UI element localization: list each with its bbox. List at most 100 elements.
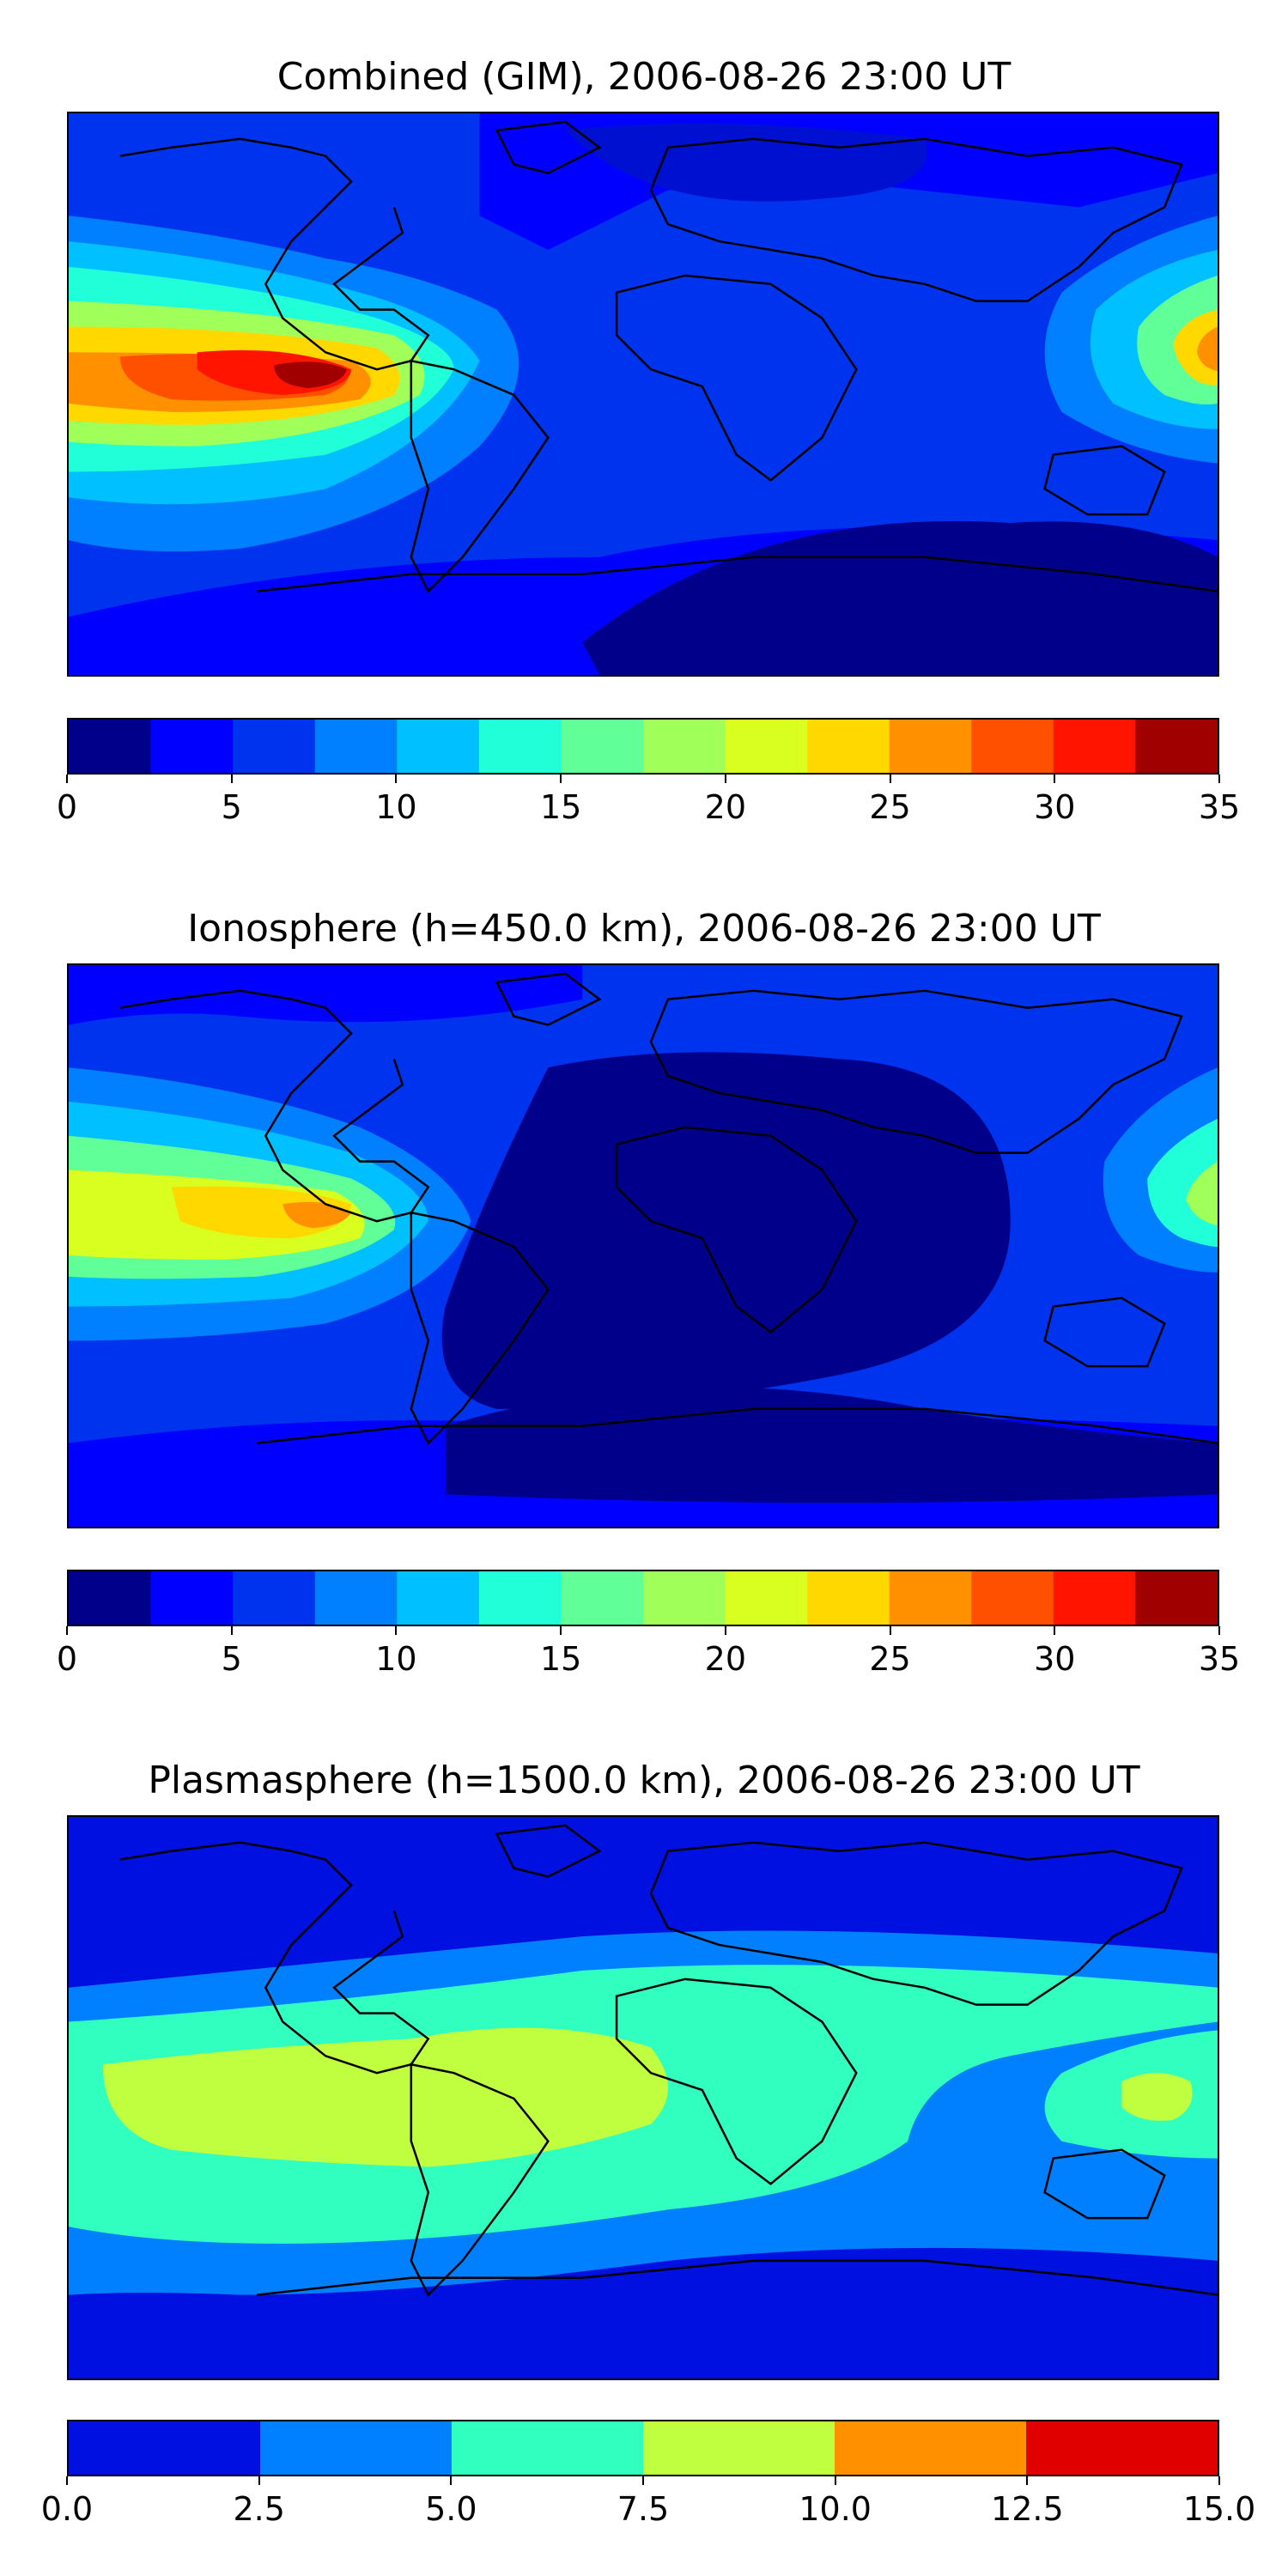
colorbar-tick-label: 15: [539, 1640, 582, 1678]
colorbar-ionosphere-swatches: [69, 1571, 1218, 1625]
colorbar-tick: [1218, 1626, 1220, 1635]
colorbar-plasmasphere-swatches: [69, 2421, 1218, 2475]
colorbar-swatch: [314, 720, 398, 773]
colorbar-tick: [258, 2476, 260, 2485]
colorbar-tick-label: 15.0: [1182, 2490, 1256, 2528]
colorbar-swatch: [643, 1571, 726, 1625]
colorbar-tick-label: 35: [1198, 1640, 1241, 1678]
colorbar-swatch: [643, 720, 726, 773]
colorbar-tick-label: 0.0: [40, 2490, 94, 2528]
colorbar-swatch: [150, 720, 234, 773]
colorbar-tick: [395, 775, 398, 783]
colorbar-swatch: [971, 1571, 1054, 1625]
colorbar-tick: [560, 775, 562, 783]
combined-map-field: [69, 113, 1218, 675]
colorbar-swatch: [725, 1571, 808, 1625]
colorbar-swatch: [835, 2421, 1027, 2475]
colorbar-swatch: [314, 1571, 398, 1625]
colorbar-tick-label: 30: [1034, 788, 1076, 826]
colorbar-swatch: [260, 2421, 453, 2475]
colorbar-swatch: [561, 1571, 644, 1625]
colorbar-swatch: [889, 1571, 972, 1625]
colorbar-tick-label: 15: [539, 788, 582, 826]
panel-1-title: Combined (GIM), 2006-08-26 23:00 UT: [276, 55, 1012, 99]
colorbar-tick: [230, 775, 233, 783]
colorbar-tick: [1054, 775, 1056, 783]
colorbar-tick-label: 25: [869, 788, 911, 826]
colorbar-swatch: [807, 1571, 890, 1625]
colorbar-tick: [724, 1626, 726, 1635]
ionosphere-map-field: [69, 965, 1218, 1527]
colorbar-tick: [889, 1626, 891, 1635]
colorbar-swatch: [69, 720, 152, 773]
colorbar-ionosphere: [67, 1570, 1219, 1626]
colorbar-swatch: [971, 720, 1054, 773]
colorbar-swatch: [643, 2421, 835, 2475]
colorbar-swatch: [1135, 1571, 1218, 1625]
coastlines: [119, 972, 1218, 1445]
colorbar-tick: [642, 2476, 644, 2485]
colorbar-tick-label: 10: [375, 788, 417, 826]
colorbar-plasmasphere-ticks: 0.0 2.5 5.0 7.5 10.0 12.5 15.0: [41, 2476, 1255, 2528]
colorbar-tick: [1218, 2476, 1220, 2485]
colorbar-tick: [66, 1626, 68, 1635]
plasmasphere-map-field: [69, 1817, 1218, 2379]
map-plasmasphere: [67, 1815, 1219, 2380]
colorbar-swatch: [397, 720, 480, 773]
colorbar-swatch: [478, 720, 562, 773]
colorbar-tick: [66, 2476, 68, 2485]
colorbar-tick: [889, 775, 891, 783]
colorbar-swatch: [150, 1571, 234, 1625]
colorbar-swatch: [397, 1571, 480, 1625]
panel-3-title: Plasmasphere (h=1500.0 km), 2006-08-26 2…: [148, 1759, 1140, 1802]
colorbar-tick-label: 12.5: [991, 2490, 1064, 2528]
colorbar-swatch: [452, 2421, 644, 2475]
panel-2-title: Ionosphere (h=450.0 km), 2006-08-26 23:0…: [187, 907, 1101, 951]
coastlines: [119, 1824, 1218, 2297]
colorbar-swatch: [1053, 1571, 1136, 1625]
colorbar-tick-label: 5: [221, 788, 242, 826]
map-combined: [67, 112, 1219, 677]
colorbar-swatch: [233, 1571, 316, 1625]
colorbar-combined-ticks: 0 5 10 15 20 25 30 35: [57, 775, 1240, 826]
colorbar-combined: [67, 718, 1219, 775]
map-ionosphere: [67, 963, 1219, 1528]
colorbar-tick-label: 30: [1034, 1640, 1076, 1678]
colorbar-tick-label: 5: [221, 1640, 242, 1678]
colorbar-tick-label: 0: [56, 1640, 78, 1678]
colorbar-tick-label: 5.0: [425, 2490, 477, 2528]
colorbar-tick: [395, 1626, 398, 1635]
colorbar-tick: [230, 1626, 233, 1635]
colorbar-tick-label: 35: [1198, 788, 1241, 826]
colorbar-tick: [450, 2476, 453, 2485]
colorbar-combined-swatches: [69, 720, 1218, 773]
colorbar-tick-label: 20: [704, 1640, 747, 1678]
colorbar-tick-label: 0: [56, 788, 78, 826]
colorbar-tick-label: 7.5: [617, 2490, 670, 2528]
colorbar-plasmasphere: [67, 2420, 1219, 2476]
colorbar-tick: [834, 2476, 836, 2485]
colorbar-swatch: [807, 720, 890, 773]
colorbar-tick-label: 10.0: [799, 2490, 872, 2528]
colorbar-tick: [724, 775, 726, 783]
colorbar-swatch: [725, 720, 808, 773]
colorbar-tick-label: 20: [704, 788, 747, 826]
colorbar-swatch: [561, 720, 644, 773]
colorbar-tick: [66, 775, 68, 783]
colorbar-swatch: [1053, 720, 1136, 773]
colorbar-swatch: [1135, 720, 1218, 773]
colorbar-tick: [1218, 775, 1220, 783]
colorbar-ionosphere-ticks: 0 5 10 15 20 25 30 35: [57, 1626, 1240, 1678]
colorbar-tick: [1054, 1626, 1056, 1635]
colorbar-swatch: [478, 1571, 562, 1625]
colorbar-swatch: [1026, 2421, 1218, 2475]
colorbar-swatch: [69, 2421, 261, 2475]
colorbar-tick: [1026, 2476, 1029, 2485]
coastlines: [119, 120, 1218, 593]
colorbar-tick: [560, 1626, 562, 1635]
colorbar-tick-label: 25: [869, 1640, 911, 1678]
colorbar-swatch: [233, 720, 316, 773]
colorbar-swatch: [69, 1571, 152, 1625]
colorbar-tick-label: 2.5: [233, 2490, 285, 2528]
colorbar-tick-label: 10: [375, 1640, 417, 1678]
